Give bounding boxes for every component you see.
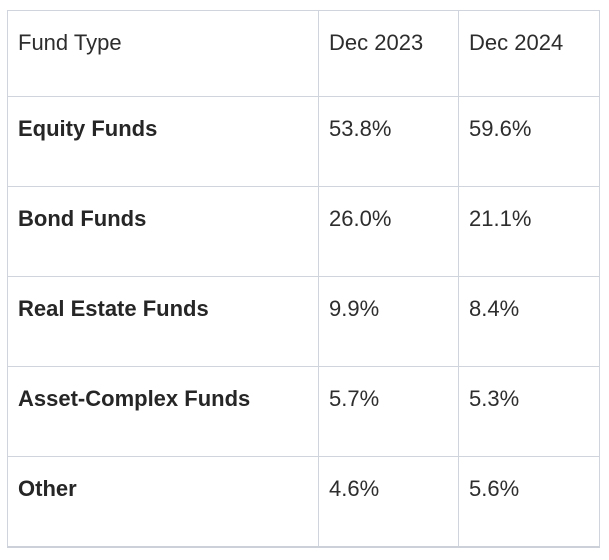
- column-header-dec-2024: Dec 2024: [458, 10, 600, 97]
- table-row-other: Other 4.6% 5.6%: [7, 456, 600, 548]
- fund-type-cell: Bond Funds: [7, 186, 319, 277]
- value-cell-dec-2023: 5.7%: [318, 366, 459, 457]
- column-header-fund-type: Fund Type: [7, 10, 319, 97]
- fund-allocation-table: Fund Type Dec 2023 Dec 2024 Equity Funds…: [7, 10, 600, 548]
- table-row-asset-complex-funds: Asset-Complex Funds 5.7% 5.3%: [7, 366, 600, 457]
- value-cell-dec-2024: 8.4%: [458, 276, 600, 367]
- header-row: Fund Type Dec 2023 Dec 2024: [7, 10, 600, 97]
- fund-type-cell: Real Estate Funds: [7, 276, 319, 367]
- table-header: Fund Type Dec 2023 Dec 2024: [7, 10, 600, 97]
- table-body: Equity Funds 53.8% 59.6% Bond Funds 26.0…: [7, 96, 600, 548]
- value-cell-dec-2024: 59.6%: [458, 96, 600, 187]
- table-row-equity-funds: Equity Funds 53.8% 59.6%: [7, 96, 600, 187]
- fund-type-cell: Asset-Complex Funds: [7, 366, 319, 457]
- value-cell-dec-2024: 5.3%: [458, 366, 600, 457]
- fund-type-cell: Equity Funds: [7, 96, 319, 187]
- table-row-real-estate-funds: Real Estate Funds 9.9% 8.4%: [7, 276, 600, 367]
- value-cell-dec-2023: 53.8%: [318, 96, 459, 187]
- value-cell-dec-2023: 9.9%: [318, 276, 459, 367]
- value-cell-dec-2024: 5.6%: [458, 456, 600, 548]
- value-cell-dec-2023: 4.6%: [318, 456, 459, 548]
- fund-type-cell: Other: [7, 456, 319, 548]
- column-header-dec-2023: Dec 2023: [318, 10, 459, 97]
- fund-allocation-table-container: Fund Type Dec 2023 Dec 2024 Equity Funds…: [7, 10, 600, 548]
- value-cell-dec-2023: 26.0%: [318, 186, 459, 277]
- table-row-bond-funds: Bond Funds 26.0% 21.1%: [7, 186, 600, 277]
- value-cell-dec-2024: 21.1%: [458, 186, 600, 277]
